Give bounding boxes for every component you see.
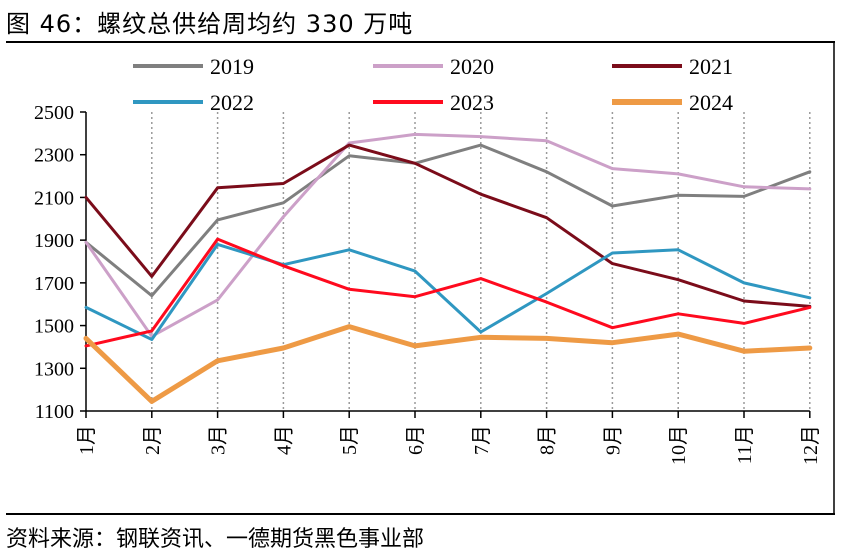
- legend: 2019 2020 2021 2022 2023 2024: [133, 54, 733, 115]
- legend-label-2022: 2022: [210, 90, 254, 115]
- x-tick-label: 12月: [800, 425, 822, 465]
- y-tick-label: 2300: [34, 145, 74, 167]
- y-tick-label: 2500: [34, 102, 74, 124]
- series-lines: [83, 132, 813, 404]
- x-tick-label: 3月: [208, 425, 230, 455]
- series-line-2022: [84, 242, 812, 341]
- legend-label-2024: 2024: [689, 90, 733, 115]
- series-line-2019: [84, 143, 812, 298]
- source-note: 资料来源：钢联资讯、一德期货黑色事业部: [6, 527, 425, 552]
- x-tick-label: 9月: [602, 425, 624, 455]
- series-line-2020: [84, 132, 812, 338]
- y-tick-label: 1300: [34, 358, 74, 380]
- x-tick-label: 5月: [339, 425, 361, 455]
- series-line-2023: [84, 237, 812, 348]
- series-line-2021: [84, 143, 812, 308]
- x-tick-label: 11月: [734, 425, 756, 464]
- chart-title: 图 46：螺纹总供给周均约 330 万吨: [6, 10, 414, 38]
- x-tick-label: 8月: [537, 425, 559, 455]
- y-tick-label: 1500: [34, 316, 74, 338]
- grid-lines: [151, 112, 811, 411]
- x-tick-label: 7月: [471, 425, 493, 455]
- x-tick-label: 6月: [405, 425, 427, 455]
- legend-label-2023: 2023: [450, 90, 494, 115]
- x-tick-label: 2月: [142, 425, 164, 455]
- axes: 1100 1300 1500 1700 1900 2100 2300 2500 1月 2月 3月 4月…: [34, 102, 822, 465]
- series-line-2024: [83, 324, 813, 404]
- y-tick-label: 1900: [34, 230, 74, 252]
- x-tick-label: 1月: [76, 425, 98, 455]
- y-tick-label: 1700: [34, 273, 74, 295]
- legend-label-2021: 2021: [689, 54, 733, 79]
- legend-label-2020: 2020: [450, 54, 494, 79]
- x-tick-label: 4月: [273, 425, 295, 455]
- y-tick-label: 2100: [34, 187, 74, 209]
- x-tick-label: 10月: [668, 425, 690, 465]
- y-tick-label: 1100: [35, 401, 74, 423]
- legend-label-2019: 2019: [210, 54, 254, 79]
